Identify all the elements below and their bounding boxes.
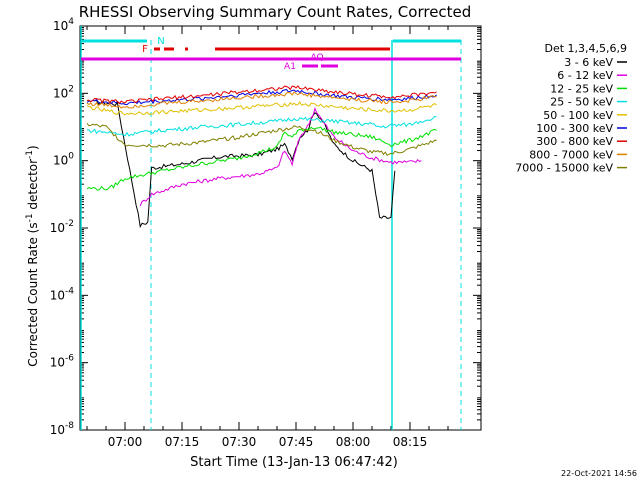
x-tick-label: 07:15 (165, 435, 200, 449)
plot-frame (79, 25, 482, 431)
legend-entry-label: 25 - 50 keV (550, 96, 613, 109)
flag-n-label: N (157, 36, 164, 47)
legend-title: Det 1,3,4,5,6,9 (544, 42, 627, 55)
series-line (86, 122, 437, 156)
flag-f-label: F (142, 44, 148, 55)
series-line (86, 126, 437, 191)
legend-entry-label: 3 - 6 keV (564, 56, 613, 69)
y-tick-label: 104 (53, 17, 74, 33)
y-tick-label: 10-2 (50, 219, 74, 235)
x-tick-label: 07:00 (108, 435, 143, 449)
legend-entry-label: 300 - 800 keV (536, 135, 613, 148)
legend-entry-label: 100 - 300 keV (536, 122, 613, 135)
legend-entry-label: 50 - 100 keV (543, 109, 613, 122)
series-line (139, 106, 422, 207)
x-tick-label: 07:30 (222, 435, 257, 449)
x-tick-label: 07:45 (279, 435, 314, 449)
footer-date: 22-Oct-2021 14:56 (561, 469, 637, 478)
series-line (86, 115, 437, 137)
series-line (86, 101, 437, 116)
y-tick-label: 102 (53, 84, 74, 100)
legend-entry-label: 800 - 7000 keV (529, 148, 613, 161)
x-tick-label: 08:00 (336, 435, 371, 449)
chart-title: RHESSI Observing Summary Count Rates, Co… (79, 3, 472, 21)
series-line (86, 85, 437, 105)
series-line (86, 91, 437, 109)
legend-entry-label: 7000 - 15000 keV (515, 162, 613, 175)
flag-a1-label: A1 (284, 62, 296, 72)
flag-aq-label: AQ (310, 53, 323, 63)
y-tick-label: 100 (53, 152, 74, 168)
y-tick-label: 10-8 (50, 421, 75, 437)
series-line (94, 100, 396, 229)
y-tick-label: 10-4 (50, 286, 75, 302)
legend-entry-label: 12 - 25 keV (550, 82, 613, 95)
x-axis-label: Start Time (13-Jan-13 06:47:42) (190, 455, 398, 470)
x-tick-label: 08:15 (393, 435, 428, 449)
series-line (86, 88, 437, 106)
y-axis-label: Corrected Count Rate (s-1 detector-1) (25, 145, 40, 366)
plot-area: 104 102 100 10-2 10-4 10-6 10-8 07:00 07:15 07:30… (50, 17, 482, 449)
y-tick-label: 10-6 (50, 354, 75, 370)
legend-entry-label: 6 - 12 keV (557, 69, 613, 82)
